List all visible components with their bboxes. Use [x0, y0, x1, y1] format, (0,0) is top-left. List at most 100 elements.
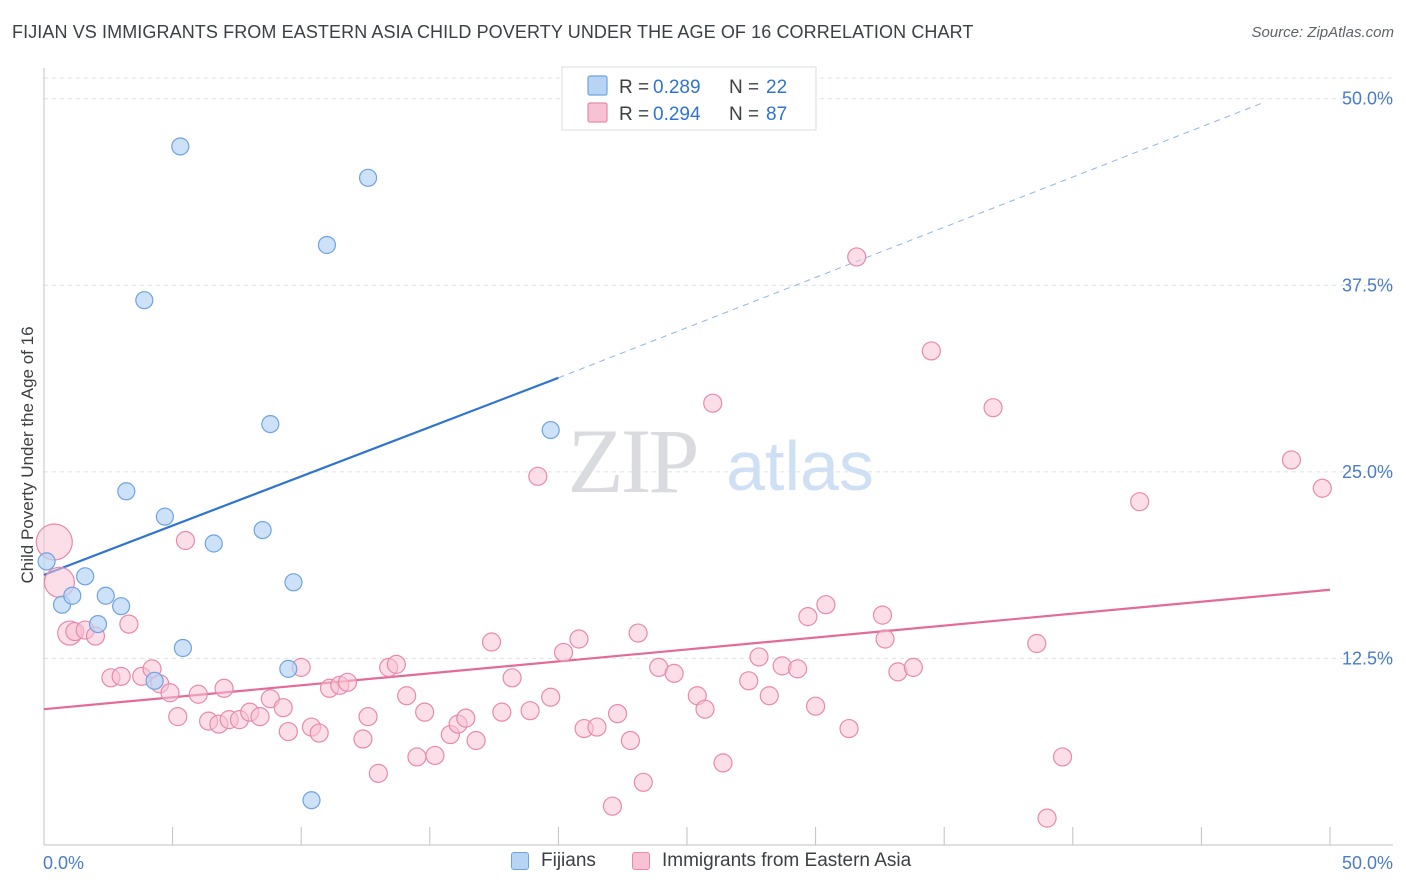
data-point-fijians — [96, 586, 115, 605]
data-point-immigrants — [921, 341, 941, 361]
data-point-immigrants — [772, 656, 792, 676]
data-point-immigrants — [368, 763, 388, 783]
x-tick-label-right: 50.0% — [1342, 853, 1393, 873]
data-point-immigrants — [309, 723, 329, 743]
data-point-immigrants — [386, 654, 406, 674]
data-point-immigrants — [602, 796, 623, 816]
data-point-immigrants — [1281, 450, 1302, 470]
data-point-immigrants — [713, 753, 733, 773]
legend-swatch-fijians — [587, 75, 608, 96]
data-point-immigrants — [872, 605, 893, 625]
data-point-immigrants — [160, 683, 180, 703]
legend-label-fijians: Fijians — [541, 850, 596, 871]
data-point-immigrants — [703, 393, 723, 413]
data-point-immigrants — [214, 678, 234, 698]
data-point-immigrants — [1130, 492, 1150, 512]
x-tick-label-left: 0.0% — [43, 853, 84, 873]
data-point-immigrants — [337, 672, 358, 692]
data-point-fijians — [302, 791, 321, 810]
data-point-fijians — [112, 597, 131, 616]
data-point-immigrants — [358, 707, 378, 727]
data-point-fijians — [204, 534, 223, 553]
data-point-immigrants — [520, 701, 540, 721]
data-point-immigrants — [628, 623, 648, 643]
data-point-immigrants — [633, 772, 653, 792]
data-point-immigrants — [664, 663, 684, 683]
data-point-immigrants — [875, 629, 895, 649]
legend-r-value: 0.294 — [653, 104, 701, 125]
data-point-immigrants — [749, 647, 769, 667]
data-point-immigrants — [1052, 747, 1073, 767]
legend-swatch-fijians — [511, 852, 529, 870]
legend-n-label: N = — [729, 104, 759, 125]
y-tick-label: 25.0% — [1342, 462, 1393, 482]
data-point-immigrants — [188, 684, 208, 704]
data-point-immigrants — [1027, 633, 1047, 654]
tick-labels: 12.5% 25.0% 37.5% 50.0% — [1342, 89, 1393, 669]
data-point-fijians — [171, 137, 190, 156]
data-point-fijians — [279, 659, 298, 678]
legend-n-value: 87 — [766, 104, 787, 125]
data-point-fijians — [155, 507, 174, 526]
data-point-immigrants — [983, 398, 1003, 418]
data-point-immigrants — [407, 747, 427, 767]
data-point-fijians — [173, 638, 192, 658]
data-point-immigrants — [541, 687, 561, 707]
trend-lines — [43, 101, 1331, 711]
legend-r-label: R = — [619, 104, 649, 125]
source-label: Source: ZipAtlas.com — [1251, 24, 1394, 41]
axes — [43, 68, 1393, 846]
data-point-immigrants — [353, 729, 373, 749]
legend-label-immigrants: Immigrants from Eastern Asia — [662, 850, 912, 871]
data-point-immigrants — [739, 671, 759, 691]
data-point-fijians — [317, 235, 337, 255]
data-point-immigrants — [502, 668, 522, 688]
legend-item-immigrants: Immigrants from Eastern Asia — [632, 850, 911, 872]
data-point-immigrants — [587, 717, 607, 737]
data-point-immigrants — [759, 686, 779, 706]
data-point-immigrants — [456, 708, 476, 728]
data-point-immigrants — [168, 707, 188, 727]
data-point-immigrants — [607, 704, 628, 724]
data-point-immigrants — [553, 642, 574, 663]
data-point-immigrants — [816, 595, 836, 615]
data-point-immigrants — [1037, 808, 1057, 828]
data-point-fijians — [76, 567, 95, 586]
data-point-immigrants — [175, 530, 196, 551]
legend-swatch-immigrants — [587, 102, 608, 123]
watermark: ZIP atlas — [568, 410, 874, 512]
data-point-immigrants — [397, 686, 417, 706]
data-point-immigrants — [492, 702, 512, 722]
series-fijians — [37, 137, 560, 810]
data-point-immigrants — [620, 730, 641, 751]
data-point-immigrants — [787, 659, 808, 679]
data-point-immigrants — [1312, 478, 1332, 498]
legend-r-label: R = — [619, 77, 649, 98]
watermark-zip: ZIP — [568, 410, 697, 512]
legend-n-label: N = — [729, 77, 759, 98]
data-point-immigrants — [111, 666, 131, 686]
data-point-fijians — [117, 482, 136, 501]
data-point-immigrants — [805, 696, 826, 716]
data-point-fijians — [88, 614, 108, 634]
data-point-immigrants — [481, 632, 502, 652]
data-point-immigrants — [425, 745, 445, 766]
data-point-immigrants — [278, 721, 298, 742]
y-tick-label: 12.5% — [1342, 648, 1393, 668]
legend-item-fijians: Fijians — [511, 850, 596, 872]
legend-swatch-immigrants — [632, 852, 650, 870]
data-point-immigrants — [847, 247, 867, 267]
chart-title: FIJIAN VS IMMIGRANTS FROM EASTERN ASIA C… — [12, 22, 974, 42]
trend-line-fijians — [43, 376, 559, 576]
data-point-immigrants — [273, 698, 293, 718]
trend-line-fijians-extension — [558, 101, 1266, 379]
data-point-fijians — [358, 168, 378, 187]
series-immigrants-eastern-asia — [35, 247, 1332, 828]
gridlines — [44, 77, 1393, 659]
data-point-fijians — [253, 520, 272, 540]
y-axis-title: Child Poverty Under the Age of 16 — [18, 326, 37, 583]
data-point-fijians — [541, 420, 560, 440]
legend-top: R = 0.289 N = 22 R = 0.294 N = 87 — [561, 66, 817, 131]
data-point-fijians — [261, 414, 280, 434]
